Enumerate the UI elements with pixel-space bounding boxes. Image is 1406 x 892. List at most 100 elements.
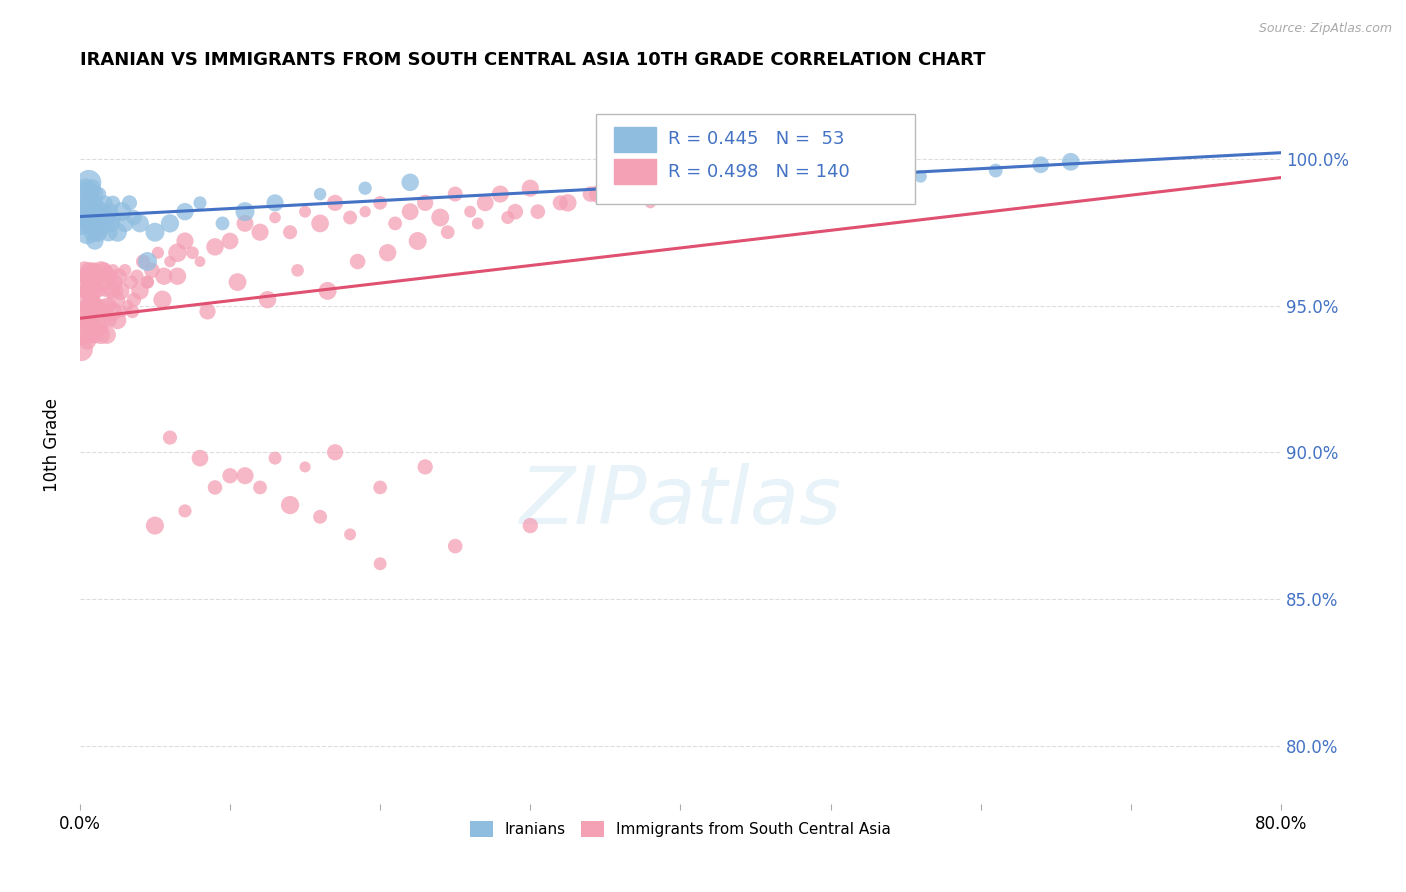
Point — [159, 431, 181, 445]
Point — [309, 216, 332, 230]
Point — [77, 263, 100, 277]
Point — [166, 245, 188, 260]
Point — [249, 225, 271, 239]
Point — [80, 275, 103, 289]
Point — [323, 195, 346, 210]
Text: ZIPatlas: ZIPatlas — [519, 464, 841, 541]
Point — [153, 269, 176, 284]
Point — [76, 334, 98, 348]
Point — [118, 195, 141, 210]
Point — [96, 327, 118, 342]
Bar — [614, 159, 657, 185]
Point — [114, 216, 136, 230]
Text: Source: ZipAtlas.com: Source: ZipAtlas.com — [1258, 22, 1392, 36]
FancyBboxPatch shape — [596, 114, 915, 204]
Point — [86, 216, 108, 230]
Point — [73, 187, 96, 202]
Point — [309, 509, 332, 524]
Point — [429, 211, 451, 225]
Point — [96, 211, 118, 225]
Point — [368, 480, 391, 494]
Point — [467, 216, 489, 230]
Point — [98, 204, 121, 219]
Point — [114, 263, 136, 277]
Point — [107, 225, 129, 239]
Point — [82, 187, 104, 202]
Point — [77, 293, 100, 307]
Point — [82, 263, 104, 277]
Point — [264, 211, 287, 225]
Point — [444, 187, 467, 202]
Point — [73, 304, 96, 318]
Point — [77, 175, 100, 189]
Point — [204, 480, 226, 494]
Point — [75, 181, 97, 195]
Point — [233, 216, 256, 230]
Point — [94, 284, 117, 298]
Point — [86, 322, 108, 336]
Point — [83, 327, 105, 342]
Point — [83, 211, 105, 225]
Point — [90, 327, 112, 342]
Point — [100, 284, 122, 298]
Point — [399, 204, 422, 219]
Point — [669, 187, 692, 202]
Point — [70, 343, 93, 357]
Point — [107, 284, 129, 298]
Point — [70, 313, 93, 327]
Point — [76, 269, 98, 284]
Point — [136, 275, 159, 289]
Point — [143, 225, 166, 239]
Point — [82, 225, 104, 239]
Point — [80, 204, 103, 219]
Point — [97, 275, 120, 289]
Point — [354, 204, 377, 219]
Point — [76, 225, 98, 239]
Point — [354, 181, 377, 195]
Point — [122, 293, 145, 307]
Point — [86, 299, 108, 313]
Point — [141, 263, 163, 277]
Point — [384, 216, 406, 230]
Point — [519, 518, 541, 533]
Point — [519, 181, 541, 195]
Point — [121, 304, 143, 318]
Point — [436, 225, 458, 239]
Point — [72, 327, 94, 342]
Point — [444, 539, 467, 553]
Point — [346, 254, 368, 268]
Point — [82, 284, 104, 298]
Point — [98, 269, 121, 284]
Point — [188, 195, 211, 210]
Point — [93, 216, 115, 230]
Point — [94, 304, 117, 318]
Point — [91, 299, 114, 313]
Point — [339, 527, 361, 541]
Point — [111, 204, 134, 219]
Point — [204, 240, 226, 254]
Point — [233, 468, 256, 483]
Point — [100, 216, 122, 230]
Point — [129, 216, 152, 230]
Point — [458, 204, 481, 219]
Point — [219, 234, 242, 248]
Point — [640, 195, 662, 210]
Point — [104, 293, 127, 307]
Point — [188, 254, 211, 268]
Point — [87, 204, 110, 219]
Point — [103, 275, 125, 289]
Point — [174, 204, 197, 219]
Point — [233, 204, 256, 219]
Point — [146, 245, 169, 260]
Point — [339, 211, 361, 225]
Point — [98, 313, 121, 327]
Text: R = 0.445   N =  53: R = 0.445 N = 53 — [668, 130, 845, 148]
Point — [72, 275, 94, 289]
Point — [93, 313, 115, 327]
Point — [323, 445, 346, 459]
Point — [90, 263, 112, 277]
Point — [132, 254, 155, 268]
Point — [82, 313, 104, 327]
Point — [174, 234, 197, 248]
Point — [75, 284, 97, 298]
